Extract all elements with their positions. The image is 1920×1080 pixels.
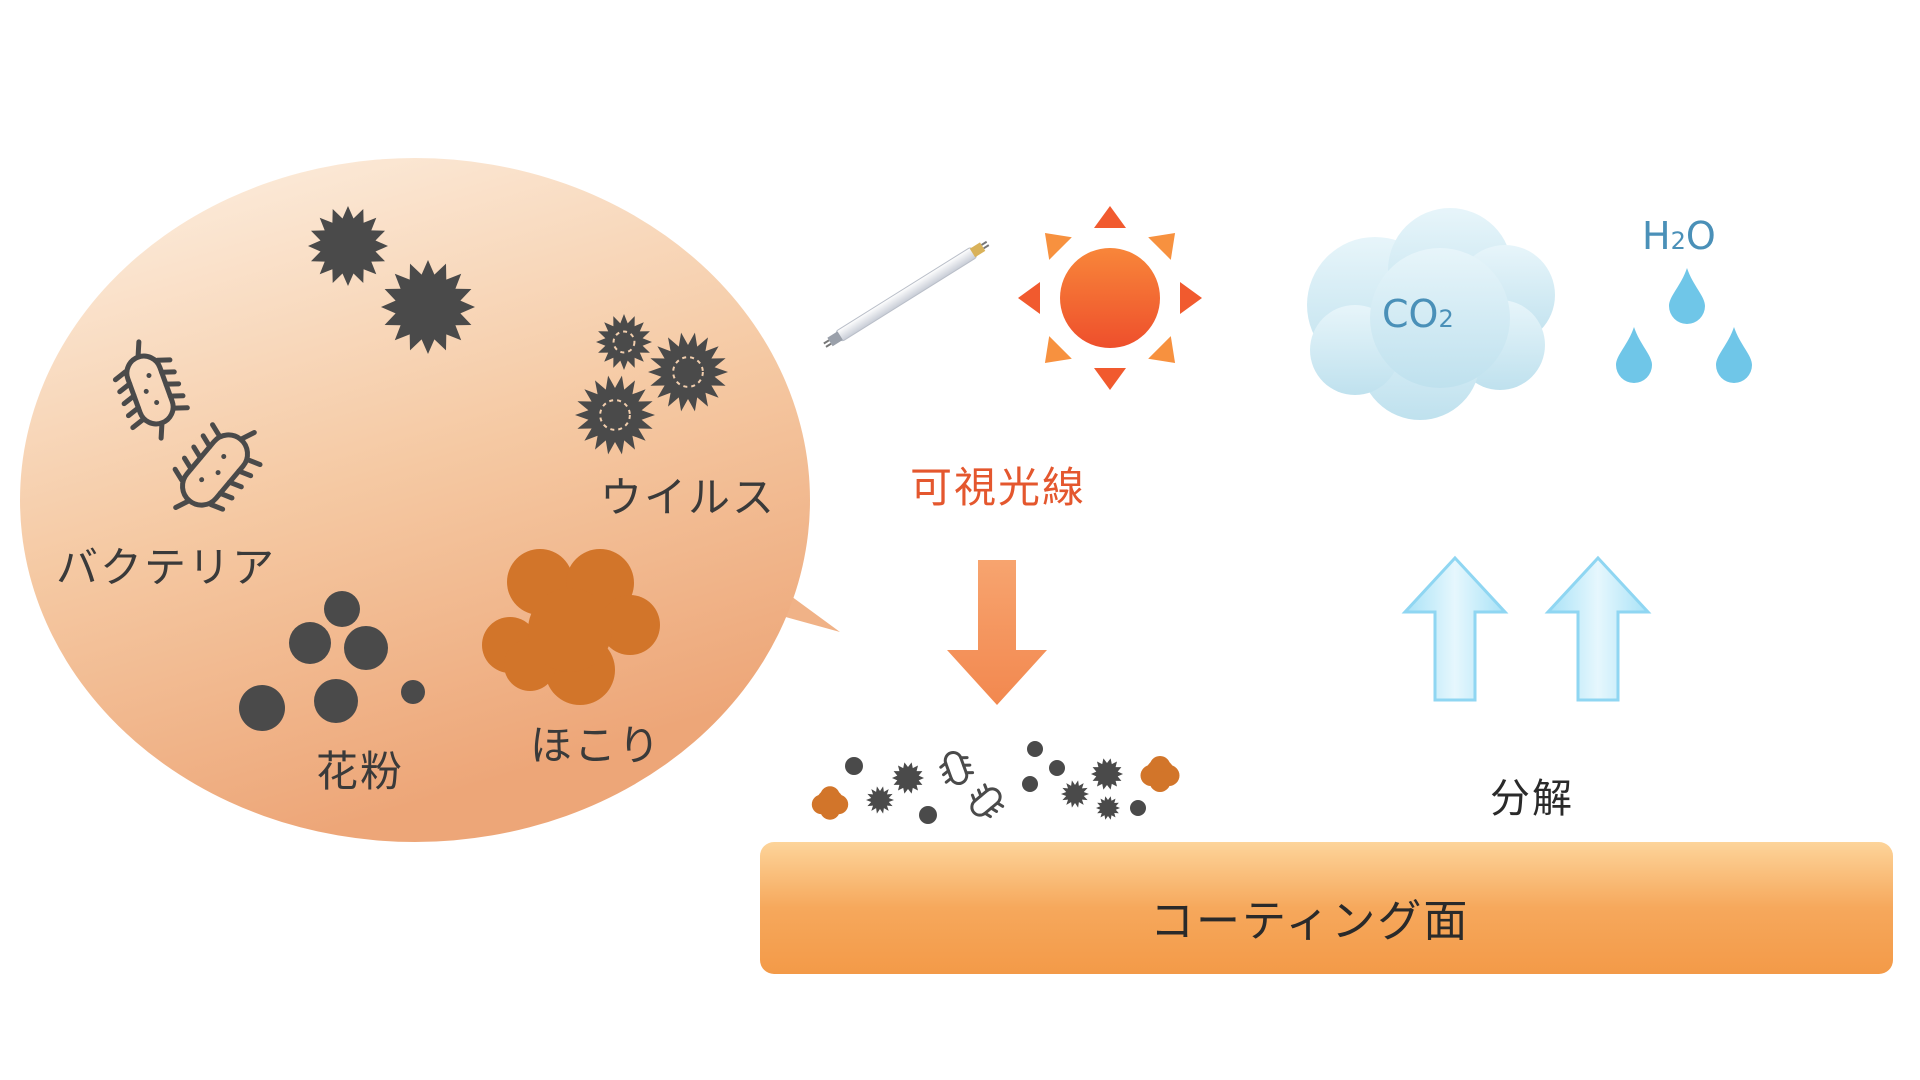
- pollen-icon: [239, 591, 425, 731]
- h2o-subscript: 2: [1670, 227, 1686, 255]
- h2o-label: H2O: [1642, 214, 1716, 258]
- cloud-icon: [1307, 208, 1555, 420]
- up-arrow-icon: [1401, 555, 1652, 702]
- virus-label: ウイルス: [600, 473, 777, 522]
- dust-icon: [482, 549, 660, 705]
- dust-label: ほこり: [530, 721, 663, 770]
- surface-particles: [811, 741, 1180, 824]
- bacteria-icon: [112, 339, 263, 512]
- coating-surface-label: コーティング面: [1150, 896, 1470, 947]
- pollen-label: 花粉: [316, 747, 405, 796]
- sun-icon: [1018, 206, 1202, 390]
- bacteria-label: バクテリア: [56, 543, 277, 592]
- fluorescent-lamp-icon: [823, 240, 990, 348]
- co2-subscript: 2: [1438, 305, 1454, 333]
- visible-light-label: 可視光線: [910, 463, 1087, 512]
- decompose-label: 分解: [1490, 776, 1574, 822]
- water-drop-icon: [1616, 268, 1752, 383]
- coating-surface: [760, 842, 1893, 974]
- co2-text: CO: [1382, 292, 1439, 336]
- h2o-h: H: [1642, 214, 1671, 258]
- h2o-o: O: [1685, 214, 1716, 258]
- virus-icon: [308, 206, 728, 455]
- co2-label: CO2: [1382, 292, 1454, 336]
- down-arrow-icon: [947, 560, 1047, 705]
